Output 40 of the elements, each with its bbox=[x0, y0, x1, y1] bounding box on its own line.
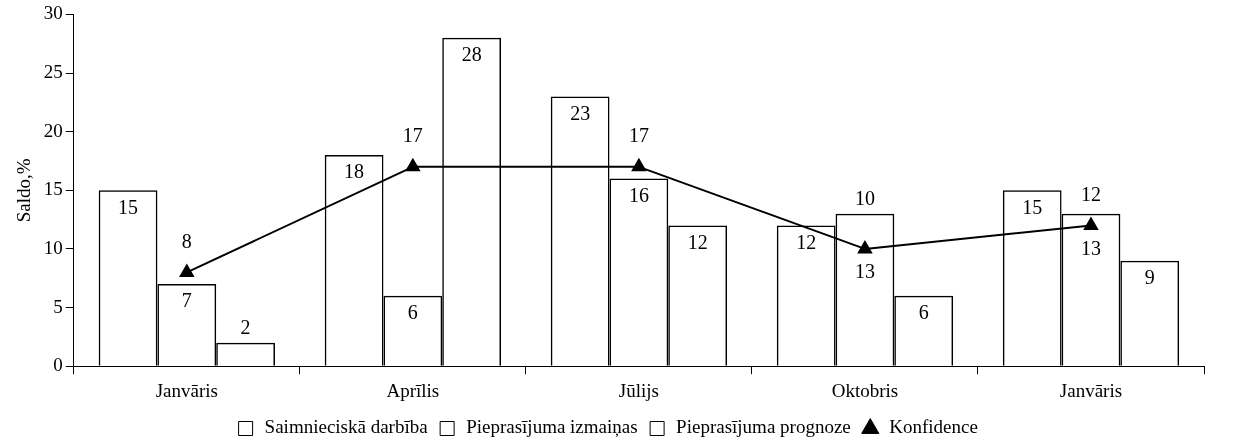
data-label: 7 bbox=[181, 289, 192, 312]
point bbox=[631, 158, 646, 172]
data-label: 18 bbox=[344, 160, 365, 183]
y-tick-label: 0 bbox=[53, 354, 63, 376]
data-label: 13 bbox=[854, 260, 875, 283]
data-label: 2 bbox=[240, 316, 251, 338]
point bbox=[1083, 217, 1099, 230]
data-label: 16 bbox=[628, 183, 649, 206]
x-tick-label: Oktobris bbox=[831, 379, 899, 401]
legend-label: Saimnieciskā darbība bbox=[264, 416, 429, 438]
data-label: 9 bbox=[1144, 265, 1155, 288]
y-tick-label: 15 bbox=[43, 178, 63, 200]
x-tick-label: Jūlijs bbox=[618, 379, 659, 401]
point bbox=[405, 158, 420, 172]
legend-label: Pieprasījuma prognoze bbox=[676, 416, 851, 438]
data-label: 10 bbox=[854, 187, 875, 209]
data-label: 12 bbox=[796, 230, 817, 253]
data-label: 17 bbox=[402, 124, 423, 147]
y-tick-label: 30 bbox=[43, 2, 63, 24]
y-axis-title: Saldo,% bbox=[13, 158, 35, 223]
data-label: 13 bbox=[1080, 236, 1101, 259]
data-label: 12 bbox=[1080, 182, 1101, 205]
data-label: 17 bbox=[628, 124, 649, 147]
x-tick-label: Janvāris bbox=[155, 379, 218, 401]
data-label: 15 bbox=[118, 195, 139, 218]
data-label: 12 bbox=[687, 230, 708, 253]
data-label: 8 bbox=[181, 229, 192, 252]
data-label: 28 bbox=[461, 43, 482, 66]
y-tick-label: 20 bbox=[43, 119, 63, 141]
data-label: 23 bbox=[570, 101, 591, 124]
point bbox=[179, 264, 194, 277]
point bbox=[857, 240, 872, 254]
data-label: 15 bbox=[1022, 195, 1043, 218]
legend-label: Konfidence bbox=[889, 416, 978, 438]
x-tick-label: Janvāris bbox=[1059, 379, 1123, 401]
y-tick-label: 10 bbox=[43, 236, 63, 258]
legend-label: Pieprasījuma izmaiņas bbox=[466, 416, 638, 438]
y-tick-label: 25 bbox=[43, 61, 63, 83]
y-tick-label: 5 bbox=[53, 295, 63, 317]
x-tick-label: Aprīlis bbox=[386, 379, 440, 401]
